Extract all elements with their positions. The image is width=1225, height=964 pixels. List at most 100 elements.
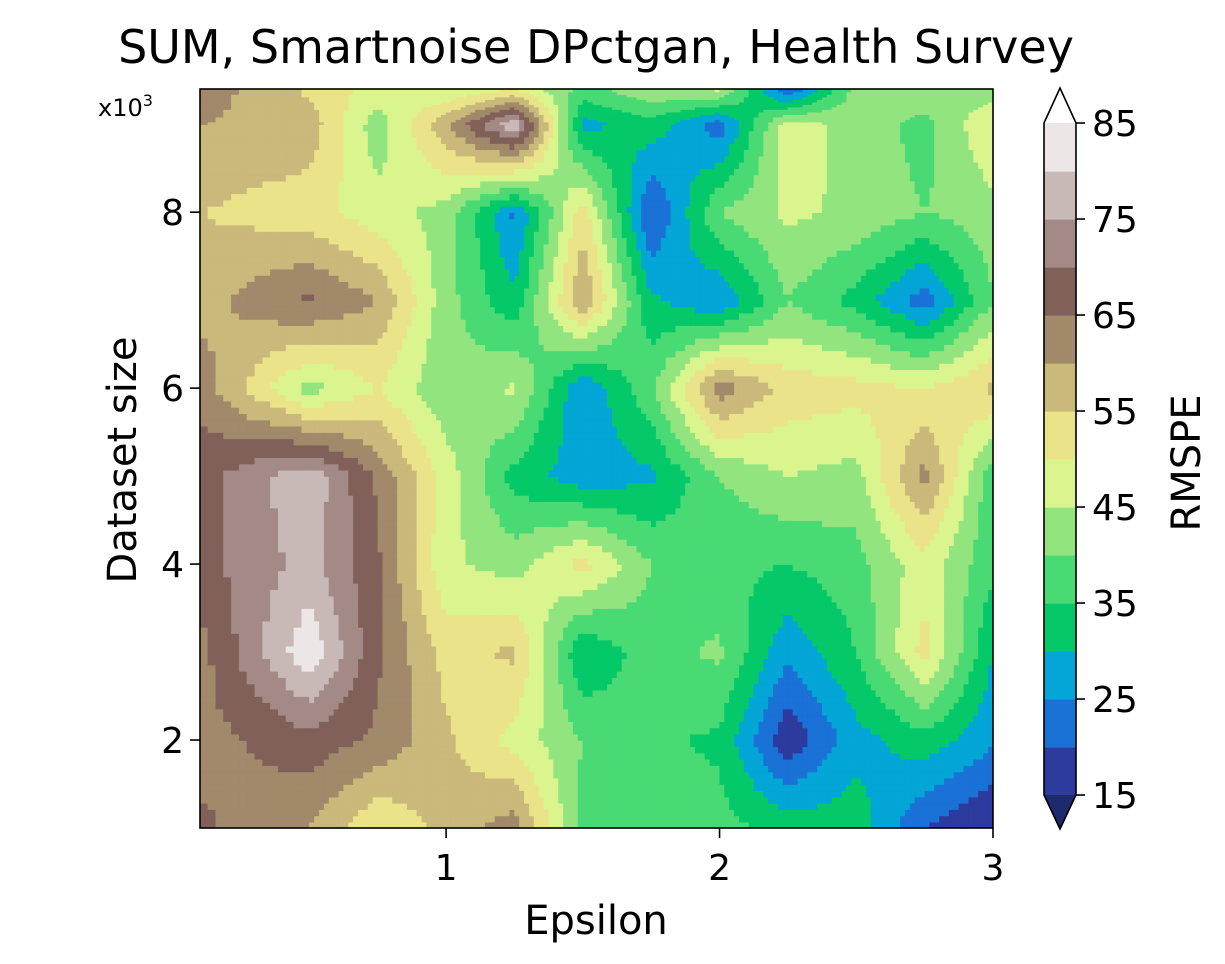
contour-cell [846, 689, 853, 697]
contour-cell [387, 714, 394, 722]
contour-cell [797, 815, 804, 823]
contour-cell [572, 783, 579, 792]
contour-cell [597, 771, 604, 779]
contour-cell [856, 727, 862, 735]
contour-cell [411, 771, 418, 779]
contour-cell [254, 626, 264, 634]
contour-cell [592, 721, 599, 729]
contour-cell [914, 796, 921, 804]
contour-cell [602, 796, 608, 804]
contour-cell [450, 614, 457, 622]
contour-cell [807, 752, 814, 760]
contour-cell [587, 670, 594, 678]
contour-cell [778, 708, 784, 716]
contour-cell [309, 595, 316, 603]
contour-cell [763, 683, 770, 691]
contour-cell [200, 796, 209, 804]
contour-cell [914, 752, 921, 760]
contour-cell [826, 714, 833, 722]
contour-cell [626, 758, 633, 766]
contour-cell [533, 802, 540, 810]
contour-cell [387, 677, 394, 685]
contour-cell [763, 758, 770, 766]
contour-cell [367, 739, 374, 748]
contour-cell [665, 790, 672, 798]
contour-cell [262, 790, 272, 798]
contour-cell [851, 739, 858, 748]
contour-cell [343, 689, 350, 697]
contour-cell [973, 777, 980, 785]
contour-cell [460, 614, 467, 622]
contour-cell [353, 683, 359, 691]
contour-cell [861, 777, 867, 785]
contour-cell [445, 802, 452, 810]
contour-cell [231, 702, 240, 710]
contour-cell [778, 771, 784, 779]
contour-cell [626, 796, 633, 804]
contour-cell [372, 733, 379, 741]
contour-cell [207, 689, 217, 697]
contour-cell [680, 746, 687, 754]
contour-cell [743, 777, 750, 785]
contour-cell [246, 582, 256, 590]
contour-cell [309, 809, 316, 817]
contour-cell [782, 815, 789, 823]
contour-cell [709, 765, 716, 773]
contour-cell [504, 683, 511, 691]
contour-cell [533, 739, 540, 748]
contour-cell [348, 626, 355, 634]
contour-cell [436, 639, 442, 647]
contour-cell [470, 758, 477, 766]
contour-cell [826, 758, 833, 766]
contour-cell [309, 733, 316, 741]
contour-cell [387, 796, 394, 804]
contour-cell [968, 677, 975, 685]
contour-cell [904, 702, 911, 710]
contour-cell [734, 708, 740, 716]
contour-cell [895, 677, 901, 685]
contour-cell [382, 771, 389, 779]
contour-cell [914, 765, 921, 773]
contour-cell [607, 658, 613, 666]
contour-cell [968, 721, 975, 729]
contour-cell [441, 677, 447, 685]
contour-cell [953, 695, 960, 704]
contour-cell [543, 683, 550, 691]
contour-cell [543, 758, 550, 766]
contour-cell [704, 733, 711, 741]
contour-cell [277, 796, 287, 804]
contour-cell [597, 664, 604, 672]
contour-cell [870, 815, 877, 823]
contour-cell [734, 739, 740, 748]
contour-cell [200, 576, 209, 584]
contour-cell [254, 702, 264, 710]
contour-cell [631, 809, 638, 817]
contour-cell [807, 771, 814, 779]
contour-cell [314, 607, 320, 616]
contour-cell [680, 664, 687, 672]
contour-cell [817, 651, 823, 660]
contour-cell [660, 664, 667, 672]
contour-cell [597, 677, 604, 685]
contour-cell [421, 582, 428, 590]
contour-cell [367, 765, 374, 773]
contour-cell [509, 695, 516, 704]
contour-cell [538, 765, 545, 773]
contour-cell [441, 771, 447, 779]
contour-cell [215, 607, 225, 616]
contour-cell [797, 752, 804, 760]
contour-cell [358, 790, 364, 798]
contour-cell [646, 783, 652, 792]
contour-cell [846, 746, 853, 754]
contour-cell [778, 758, 784, 766]
contour-cell [821, 815, 828, 823]
contour-cell [958, 771, 965, 779]
contour-cell [494, 765, 501, 773]
contour-cell [802, 771, 809, 779]
contour-cell [485, 620, 491, 628]
contour-cell [968, 708, 975, 716]
contour-cell [519, 658, 525, 666]
contour-cell [734, 777, 740, 785]
contour-cell [944, 664, 950, 672]
contour-cell [524, 746, 530, 754]
